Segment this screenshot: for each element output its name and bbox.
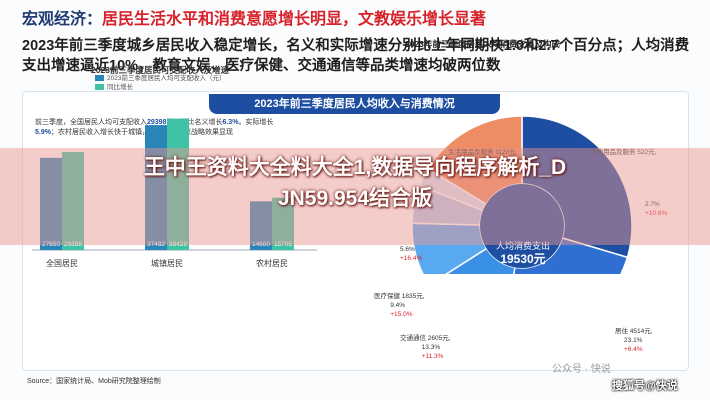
pie-medical-value: 医疗保健 1835元, [374, 293, 425, 300]
pie-label-daily-share: 5.6% +16.4% [400, 245, 422, 263]
bar-chart-legend: 2023前三季度居民人均可支配收入（元） 同比增长 [95, 74, 225, 92]
pie-medical-growth: +15.0% [390, 311, 413, 318]
pie-center-value: 19530元 [500, 252, 546, 266]
note-income-value: 29398 [147, 119, 167, 126]
bar-value-label: 29398 [64, 241, 82, 248]
bar-value-label: 39428 [169, 241, 187, 248]
watermark-text: 公众号 · 快说 [552, 364, 611, 375]
pie-real-value: 8.8% [536, 291, 551, 298]
income-note: 前三季度，全国居民人均可支配收入29398元，同比名义增长6.3%。实际增长 5… [35, 118, 355, 138]
bar-category-label: 城镇居民 [151, 258, 183, 268]
pie-center-caption: 人均消费支出 [495, 241, 550, 251]
pie-label-medical: 医疗保健 1835元, 9.4% +15.0% [374, 292, 425, 319]
note-text-4: ；农村居民收入增长快于城镇，发展乡村振兴战略效果显现 [50, 129, 233, 136]
pie-label-housing: 居住 4514元, 23.1% +6.4% [615, 327, 653, 354]
legend-label-income: 2023前三季度居民人均可支配收入（元） [107, 75, 226, 82]
pie-center-nominal: 名义增速9.2% [510, 281, 551, 290]
pie-housing-share: 23.1% [624, 337, 643, 344]
pie-daily-growth: +16.4% [400, 255, 423, 262]
pie-transport-share: 13.3% [421, 344, 441, 351]
pie-other-share: 2.7% [645, 201, 660, 208]
panel-title: 2023年前三季度居民人均收入与消费情况 [209, 94, 500, 114]
legend-label-growth: 同比增长 [107, 84, 133, 91]
consumption-pie-chart [411, 115, 633, 274]
pie-nominal-value: 9.2% [536, 282, 551, 289]
pie-transport-growth: +11.3% [421, 353, 444, 360]
headline-highlight: 居民生活水平和消费意愿增长明显，文教娱乐增长显著 [102, 11, 487, 28]
bar-0-1 [62, 152, 84, 250]
pie-housing-value: 居住 4514元, [615, 328, 653, 335]
note-text-1: 前三季度，全国居民人均可支配收入 [35, 119, 147, 126]
source-note: Source：国家统计局、Mob研究院整理绘制 [27, 378, 161, 385]
page-headline: 宏观经济：居民生活水平和消费意愿增长明显，文教娱乐增长显著 [22, 10, 692, 30]
bar-value-label: 15705 [274, 241, 292, 248]
note-real-growth: 5.9% [35, 129, 51, 136]
legend-swatch-growth [95, 84, 104, 91]
headline-prefix: 宏观经济： [22, 11, 103, 28]
pie-other-growth: +10.6% [645, 210, 668, 217]
bar-value-label: 37482 [147, 241, 165, 248]
bar-category-label: 全国居民 [46, 258, 78, 268]
pie-transport-value: 交通通信 2605元, [400, 335, 451, 342]
pie-label-other-share: 2.7% +10.6% [645, 200, 667, 218]
legend-swatch-income [95, 75, 104, 82]
bar-2-0 [250, 201, 272, 250]
banner-line-2: JN59.954结合版 [277, 187, 433, 210]
income-bar-chart: 27650 29398 全国居民 37482 39428 城镇居民 14600 15705 农村… [32, 118, 317, 268]
pie-label-other-goods: 其他用品及服务 522元, [590, 149, 657, 156]
pie-chart-title: 2023年前三季度居民人均消费支出及构成 [405, 39, 560, 49]
pie-center-disc [480, 184, 564, 268]
pie-medical-share: 9.4% [390, 302, 406, 309]
pie-label-transport: 交通通信 2605元, 13.3% +11.3% [400, 334, 451, 361]
bar-value-label: 14600 [252, 241, 270, 248]
bar-1-0 [145, 125, 167, 250]
bar-0-0 [40, 157, 62, 250]
bar-2-1 [272, 197, 294, 250]
pie-center-real: 实际增速8.8% [510, 290, 551, 299]
bar-value-label: 27650 [42, 241, 60, 248]
overlay-banner-text: 王中王资料大全料大全1,数据导向程序解析_D JN59.954结合版 [0, 152, 710, 214]
watermark-sohu: 搜狐号@快说 [612, 380, 678, 392]
pie-slice-2 [444, 247, 516, 274]
pie-real-label: 实际增速 [510, 291, 536, 298]
legend-item-income: 2023前三季度居民人均可支配收入（元） [95, 74, 225, 83]
pie-nominal-label: 名义增速 [510, 282, 536, 289]
pie-daily-share: 5.6% [400, 246, 415, 253]
legend-item-growth: 同比增长 [95, 83, 225, 92]
intro-paragraph: 2023年前三季度城乡居民收入稳定增长，名义和实际增速分别比上年同期快1.0和2… [22, 38, 690, 74]
banner-line-1: 王中王资料大全料大全1,数据导向程序解析_D [143, 156, 567, 179]
bar-category-label: 农村居民 [256, 258, 288, 268]
note-text-2: 元，同比名义增长 [166, 119, 223, 126]
note-nominal-growth: 6.3% [222, 119, 239, 126]
pie-housing-growth: +6.4% [624, 346, 643, 353]
bar-1-1 [167, 118, 189, 250]
pie-label-daily-goods: 生活用品及服务 1120元, [448, 149, 518, 156]
note-text-3: 。实际增长 [238, 119, 274, 126]
overlay-banner [0, 148, 710, 245]
bar-chart-title: 2023前三季度居民可支配收入及增速 [91, 65, 229, 75]
